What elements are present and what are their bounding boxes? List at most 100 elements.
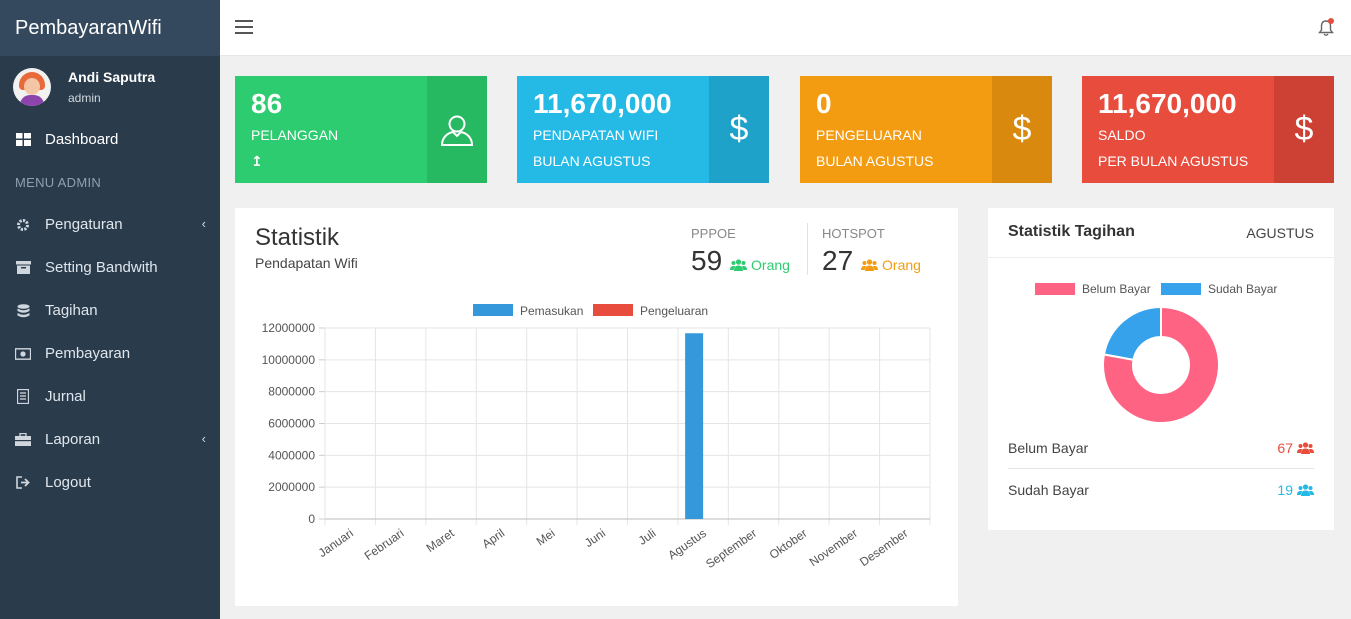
kpi-label: PPPOE [691, 226, 736, 241]
user-icon [427, 76, 487, 183]
logout-icon [15, 476, 31, 490]
card-sublabel: ↥ [251, 153, 263, 169]
card-label: PELANGGAN [251, 127, 339, 143]
legend-label: Sudah Bayar [1208, 282, 1277, 296]
database-icon [15, 303, 31, 318]
y-tick-label: 0 [308, 512, 315, 526]
x-tick-label: September [703, 526, 759, 571]
sidebar-item-label: Logout [45, 474, 91, 491]
kpi-label: HOTSPOT [822, 226, 885, 241]
gear-icon [15, 218, 31, 232]
sidebar-item-dashboard[interactable]: Dashboard [0, 118, 220, 161]
tagihan-row-belum: Belum Bayar 67 [1008, 427, 1314, 469]
legend-label: Belum Bayar [1082, 282, 1151, 296]
dollar-icon: $ [709, 76, 769, 183]
dashboard-icon [15, 133, 31, 147]
sidebar-item-label: Setting Bandwith [45, 259, 158, 276]
row-count: 67 [1277, 439, 1293, 456]
card-label: SALDO [1098, 127, 1146, 143]
card-pelanggan[interactable]: 86 PELANGGAN ↥ [235, 76, 487, 183]
sidebar-item-label: Pembayaran [45, 345, 131, 362]
user-panel: Andi Saputra admin [0, 56, 220, 118]
avatar [13, 68, 51, 106]
row-count: 19 [1277, 482, 1293, 498]
sidebar-item-tagihan[interactable]: Tagihan [0, 289, 220, 332]
x-tick-label: November [807, 526, 860, 569]
kpi-unit: Orang [861, 257, 921, 273]
card-saldo[interactable]: 11,670,000 SALDO PER BULAN AGUSTUS $ [1082, 76, 1334, 183]
panel-title: Statistik [255, 224, 340, 251]
x-tick-label: Februari [362, 526, 407, 563]
card-pendapatan[interactable]: 11,670,000 PENDAPATAN WIFI BULAN AGUSTUS… [517, 76, 769, 183]
sidebar-item-setting-bandwith[interactable]: Setting Bandwith [0, 246, 220, 289]
legend-swatch [1035, 283, 1075, 295]
card-value: 86 [251, 88, 283, 119]
chevron-left-icon: ‹ [201, 431, 206, 446]
panel-subtitle: Pendapatan Wifi [255, 255, 358, 271]
sidebar-item-pengaturan[interactable]: Pengaturan ‹ [0, 203, 220, 246]
card-label: PENDAPATAN WIFI [533, 127, 659, 143]
y-tick-label: 10000000 [262, 353, 316, 367]
donut-chart: Belum Bayar Sudah Bayar [1035, 282, 1277, 424]
notification-bell-icon[interactable] [1318, 18, 1334, 37]
top-navbar [220, 0, 1351, 56]
card-value: 11,670,000 [533, 88, 672, 119]
y-tick-label: 12000000 [262, 321, 316, 335]
user-role: admin [68, 91, 101, 105]
card-value: 0 [816, 88, 832, 119]
notification-dot [1328, 18, 1334, 24]
card-sublabel: BULAN AGUSTUS [533, 153, 651, 169]
sidebar-item-pembayaran[interactable]: Pembayaran [0, 332, 220, 375]
kpi-unit-label: Orang [751, 257, 790, 273]
legend-swatch [593, 304, 633, 316]
kpi-unit: Orang [730, 257, 790, 273]
bar-chart: Pemasukan Pengeluaran 0 2000000 4000000 60000… [262, 304, 931, 571]
users-icon [861, 259, 879, 271]
sidebar-item-label: Tagihan [45, 302, 98, 319]
card-pengeluaran[interactable]: 0 PENGELUARAN BULAN AGUSTUS $ [800, 76, 1052, 183]
x-tick-label: Januari [316, 526, 356, 560]
receipt-icon [15, 389, 31, 404]
user-name: Andi Saputra [68, 69, 156, 85]
dollar-icon: $ [992, 76, 1052, 183]
sidebar-menu: Dashboard MENU ADMIN Pengaturan ‹ Settin… [0, 118, 220, 504]
sidebar-item-logout[interactable]: Logout [0, 461, 220, 504]
kpi-divider [807, 223, 808, 275]
kpi-unit-label: Orang [882, 257, 921, 273]
sidebar-item-label: Pengaturan [45, 216, 123, 233]
y-tick-label: 6000000 [268, 417, 315, 431]
x-tick-label: Juli [636, 526, 659, 548]
card-label: PENGELUARAN [816, 127, 922, 143]
y-tick-label: 4000000 [268, 448, 315, 462]
dollar-icon: $ [1274, 76, 1334, 183]
hamburger-menu-icon[interactable] [235, 20, 253, 34]
sidebar-item-label: Jurnal [45, 388, 86, 405]
users-icon [1297, 484, 1314, 496]
users-icon [1297, 441, 1314, 454]
kpi-hotspot: HOTSPOT 27 Orang [822, 226, 921, 277]
legend-label: Pengeluaran [640, 304, 708, 318]
briefcase-icon [15, 433, 31, 447]
card-sublabel: PER BULAN AGUSTUS [1098, 153, 1249, 169]
x-tick-label: Agustus [665, 526, 709, 562]
panel-month: AGUSTUS [1246, 225, 1314, 241]
x-tick-label: Maret [424, 526, 458, 555]
x-tick-label: Mei [534, 526, 558, 549]
x-tick-label: April [479, 526, 507, 551]
sidebar-item-jurnal[interactable]: Jurnal [0, 375, 220, 418]
row-label: Belum Bayar [1008, 439, 1089, 456]
sidebar-item-label: Dashboard [45, 131, 119, 148]
kpi-pppoe: PPPOE 59 Orang [691, 226, 790, 277]
card-sublabel: BULAN AGUSTUS [816, 153, 934, 169]
brand-logo[interactable]: PembayaranWifi [0, 0, 220, 56]
users-icon [730, 259, 748, 271]
menu-header: MENU ADMIN [15, 174, 102, 190]
tagihan-row-sudah: Sudah Bayar 19 [1008, 469, 1314, 511]
tagihan-panel: Statistik Tagihan AGUSTUS Belum Bayar Sud… [988, 208, 1334, 530]
legend-swatch [473, 304, 513, 316]
kpi-value: 59 [691, 245, 723, 276]
sidebar-item-laporan[interactable]: Laporan ‹ [0, 418, 220, 461]
legend-swatch [1161, 283, 1201, 295]
bar-pemasukan-agustus [685, 333, 704, 519]
slice-belum-bayar [1102, 305, 1220, 424]
